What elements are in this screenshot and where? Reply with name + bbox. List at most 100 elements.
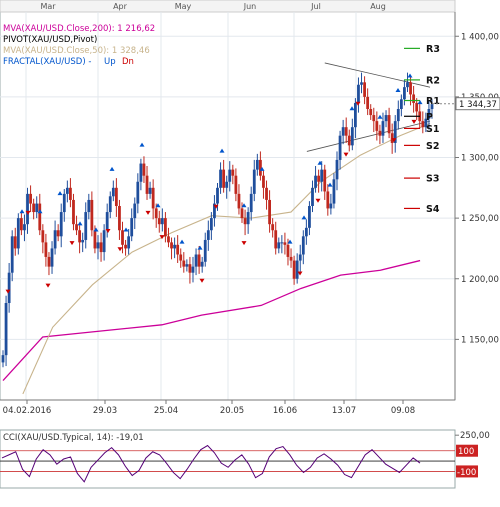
candle (274, 221, 278, 255)
candle-body (396, 109, 400, 122)
candle-body (185, 264, 189, 267)
candle-body (283, 242, 287, 245)
pivot-level-label: S2 (426, 141, 439, 152)
candle (1, 350, 5, 368)
candle (142, 156, 146, 183)
candle-body (262, 175, 265, 188)
triangle-upper-line (324, 62, 431, 88)
candle-body (384, 115, 388, 122)
candle (378, 124, 382, 145)
candle (295, 253, 299, 284)
fractal-legend-label: FRACTAL(XAU/USD) - (3, 57, 91, 67)
candle-body (35, 203, 39, 213)
candle (271, 218, 275, 238)
fractal-down-mark (25, 210, 31, 215)
candle (99, 232, 103, 262)
candle-body (259, 159, 262, 176)
fractal-up-mark (109, 166, 115, 171)
candle (105, 203, 109, 238)
candle (268, 190, 271, 233)
candle (188, 256, 192, 284)
y-tick-label: 1 400,00 (461, 32, 499, 42)
candle (399, 94, 403, 117)
candle (139, 158, 143, 191)
candle (75, 215, 78, 236)
candle (151, 179, 155, 220)
candle (209, 212, 213, 240)
candle-body (142, 163, 146, 176)
candle-body (372, 115, 376, 122)
candle (243, 209, 247, 236)
candle-body (375, 121, 379, 131)
candle-body (59, 212, 63, 237)
pivot-level-label: R1 (426, 96, 440, 107)
candle (363, 76, 366, 105)
candle-body (399, 99, 403, 109)
candle-body (167, 236, 170, 243)
y-tick-label: 1 150,00 (461, 335, 499, 345)
candle (118, 199, 121, 240)
indicator-legend-2: MVA(XAU/USD.Close,50): 1 328,46 (3, 46, 150, 56)
candle (332, 173, 336, 209)
candle-body (75, 224, 78, 231)
candle (78, 225, 82, 254)
candle (194, 248, 198, 276)
candle (335, 151, 339, 191)
candle-body (286, 244, 290, 257)
candle-body (381, 121, 385, 136)
fractal-down-mark (45, 283, 51, 288)
candle (182, 252, 186, 273)
candle-body (360, 82, 363, 85)
candle-body (84, 212, 88, 240)
candle (265, 180, 268, 210)
fractal-up-mark (179, 239, 185, 244)
candle (341, 119, 345, 145)
fractal-up-mark (317, 160, 323, 165)
candle (203, 232, 207, 267)
candle-body (29, 193, 32, 204)
candle-body (366, 96, 370, 109)
candle-body (72, 199, 75, 225)
candle (160, 208, 164, 232)
candle (206, 220, 210, 251)
candle (23, 214, 26, 242)
triangle-lower-line (306, 120, 431, 152)
candle (90, 191, 94, 237)
candle-body (265, 187, 268, 200)
candle-body (332, 179, 336, 204)
candle (185, 259, 189, 272)
candle (228, 161, 232, 192)
candle-body (164, 218, 167, 237)
candle-body (421, 121, 425, 128)
candle (381, 112, 385, 143)
candle (127, 229, 131, 255)
candle-body (213, 203, 216, 219)
candle-body (111, 187, 115, 197)
candle (87, 193, 91, 220)
candle (16, 213, 20, 255)
cci-100-tag (456, 444, 478, 457)
candle-body (363, 82, 366, 97)
fractal-up-mark (301, 215, 307, 220)
candle (72, 193, 75, 231)
candle-body (243, 218, 247, 225)
candle (38, 193, 42, 236)
candle-body (65, 187, 69, 194)
pivot-level-label: S1 (426, 124, 439, 135)
candle (124, 239, 127, 256)
fractal-down-mark (297, 271, 303, 276)
candle-body (10, 236, 14, 273)
candle-body (56, 230, 60, 237)
candle-body (353, 102, 357, 128)
candle-body (13, 236, 17, 249)
candle (56, 224, 60, 242)
candle-body (378, 130, 382, 136)
fractal-up-mark (197, 245, 203, 250)
candle-body (335, 159, 339, 180)
month-header (0, 0, 456, 13)
fractal-up-mark (287, 239, 293, 244)
fractal-down-mark (343, 152, 349, 157)
pivot-level-label: R2 (426, 75, 440, 86)
candle-body (16, 218, 20, 249)
